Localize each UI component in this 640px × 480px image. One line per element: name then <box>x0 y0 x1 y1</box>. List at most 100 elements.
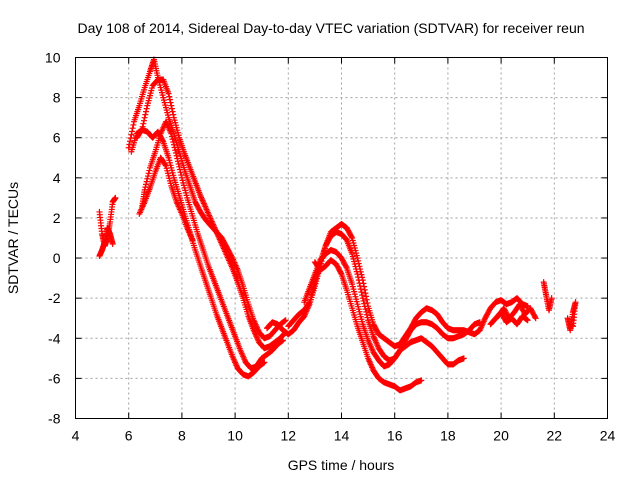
data-point <box>167 99 174 106</box>
data-point <box>169 136 176 143</box>
data-point <box>358 289 365 296</box>
data-point <box>140 120 147 127</box>
data-point <box>261 359 268 366</box>
data-point <box>361 286 368 293</box>
x-axis-label: GPS time / hours <box>288 457 395 473</box>
y-tick-label: 4 <box>53 170 61 186</box>
data-point <box>354 271 361 278</box>
data-point <box>141 114 148 121</box>
data-point <box>144 175 151 182</box>
data-point <box>168 102 175 109</box>
x-tick-label: 12 <box>281 428 297 444</box>
data-point <box>175 161 182 168</box>
x-tick-label: 18 <box>440 428 456 444</box>
series-track-e <box>139 118 286 372</box>
grid <box>75 57 608 419</box>
series-track-i <box>285 228 483 364</box>
data-point <box>360 297 367 304</box>
data-point <box>143 105 150 112</box>
data-point <box>173 152 180 159</box>
data-point <box>567 321 574 328</box>
data-point <box>418 377 425 384</box>
y-tick-label: 6 <box>53 130 61 146</box>
data-point <box>144 173 151 180</box>
data-point <box>172 147 179 154</box>
series-track-g <box>136 154 196 244</box>
series-track-f <box>128 126 268 380</box>
data-point <box>142 181 149 188</box>
y-tick-label: -4 <box>48 330 61 346</box>
data-point <box>355 274 362 281</box>
data-point <box>356 280 363 287</box>
data-point <box>142 111 149 118</box>
data-point <box>169 108 176 115</box>
data-point <box>548 295 555 302</box>
series-track-k <box>311 257 425 394</box>
x-tick-label: 24 <box>600 428 616 444</box>
x-tick-label: 16 <box>387 428 403 444</box>
data-point <box>143 178 150 185</box>
data-point <box>168 130 175 137</box>
data-point <box>364 314 371 321</box>
data-point <box>364 299 371 306</box>
data-point <box>159 137 166 144</box>
series-track-m <box>487 309 531 328</box>
data-point <box>357 286 364 293</box>
data-point <box>168 105 175 112</box>
data-point <box>174 155 181 162</box>
y-tick-label: 10 <box>45 50 61 66</box>
data-point <box>355 257 362 264</box>
data-point <box>165 90 172 97</box>
data-point <box>142 184 149 191</box>
data-point <box>171 144 178 151</box>
x-tick-label: 20 <box>493 428 509 444</box>
y-tick-label: -6 <box>48 370 61 386</box>
data-point <box>142 108 149 115</box>
data-point <box>305 300 312 307</box>
data-point <box>170 138 177 145</box>
data-point <box>228 253 235 260</box>
series-track-a <box>96 194 119 250</box>
data-point <box>130 121 137 128</box>
data-point <box>162 161 169 168</box>
data-point <box>362 306 369 313</box>
data-point <box>476 319 483 326</box>
y-tick-label: -8 <box>48 411 61 427</box>
data-point <box>128 131 135 138</box>
data-point <box>460 355 467 362</box>
data-point <box>361 300 368 307</box>
data-point <box>112 194 119 201</box>
data-point <box>170 141 177 148</box>
x-tick-label: 4 <box>72 428 80 444</box>
x-tick-label: 10 <box>227 428 243 444</box>
data-point <box>129 125 136 132</box>
data-point <box>129 128 136 135</box>
data-point <box>172 150 179 157</box>
data-point <box>362 290 369 297</box>
data-point <box>170 111 177 118</box>
y-tick-label: -2 <box>48 290 61 306</box>
data-point <box>355 277 362 284</box>
series-track-j <box>301 247 467 370</box>
data-point <box>359 295 366 302</box>
data-point <box>532 315 539 322</box>
series-track-h <box>264 220 531 350</box>
series-track-b <box>96 224 116 260</box>
data-point <box>343 263 350 270</box>
y-tick-label: 8 <box>53 90 61 106</box>
data-point <box>177 169 184 176</box>
data-point <box>282 317 289 324</box>
data-point <box>178 172 185 179</box>
x-tick-label: 8 <box>178 428 186 444</box>
data-point <box>279 337 286 344</box>
data-point <box>363 293 370 300</box>
data-point <box>146 167 153 174</box>
data-point <box>363 296 370 303</box>
x-tick-label: 6 <box>125 428 133 444</box>
y-tick-label: 0 <box>53 250 61 266</box>
data-series <box>96 56 579 394</box>
series-track-d <box>133 76 289 352</box>
data-point <box>363 311 370 318</box>
